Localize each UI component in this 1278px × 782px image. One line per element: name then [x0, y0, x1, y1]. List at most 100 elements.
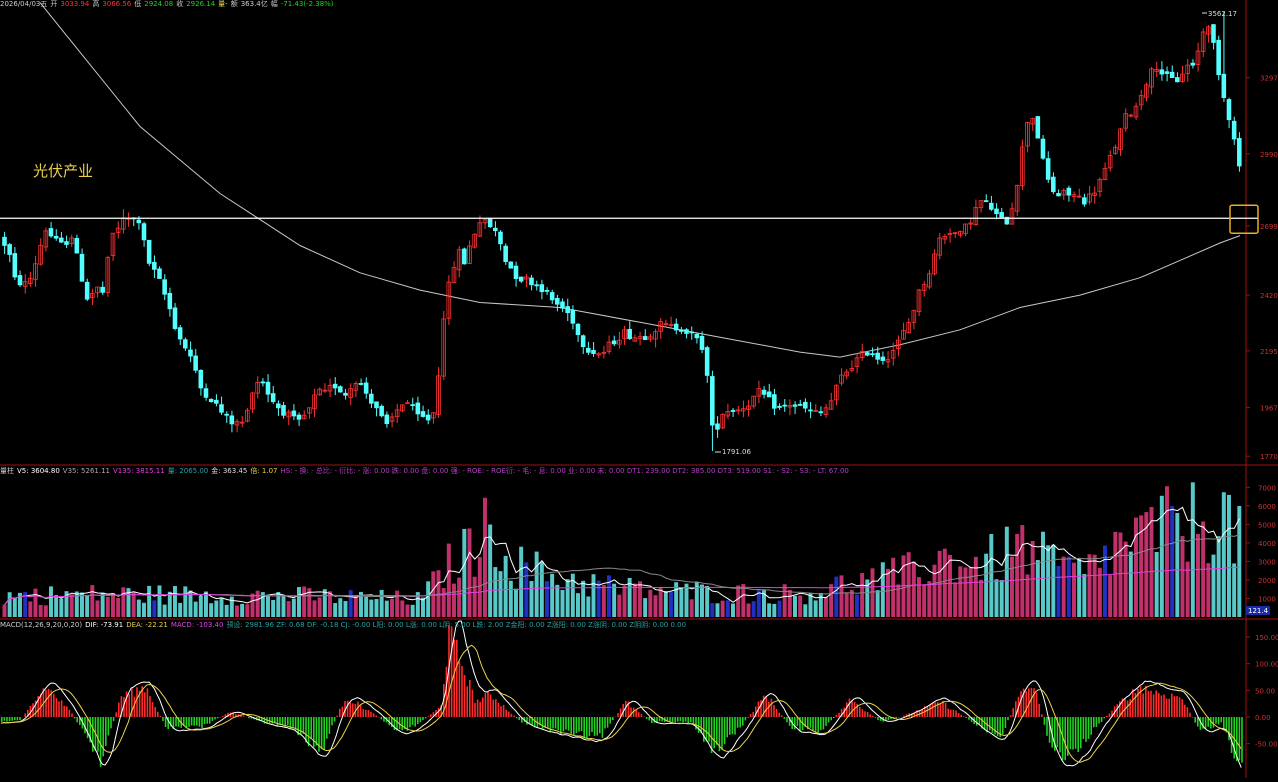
- volume-bar: [426, 581, 430, 617]
- candle-body: [716, 424, 720, 429]
- volume-bar: [220, 598, 224, 617]
- volume-bar: [168, 592, 172, 617]
- candle-body: [1067, 188, 1071, 195]
- volume-bar: [44, 605, 48, 617]
- macd-bar: [349, 702, 351, 717]
- volume-bar: [643, 598, 647, 617]
- macd-bar: [1194, 717, 1196, 723]
- macd-bar: [1223, 717, 1225, 729]
- macd-bar: [490, 694, 492, 717]
- volume-bar: [710, 603, 714, 617]
- candle-body: [1191, 63, 1195, 65]
- volume-tick-label: 6000: [1258, 503, 1276, 511]
- macd-bar: [547, 717, 549, 729]
- candle-body: [493, 228, 497, 230]
- price-line-handle[interactable]: [1230, 205, 1258, 233]
- volume-bar: [106, 597, 110, 617]
- candle-body: [1165, 72, 1169, 74]
- macd-bar: [968, 717, 970, 720]
- volume-bar: [705, 586, 709, 617]
- macd-indicator-name[interactable]: MACD(12,26,9,20,0,20): [0, 621, 82, 629]
- candle-body: [576, 324, 580, 334]
- macd-bar: [1148, 691, 1150, 717]
- volume-indicator-name[interactable]: 量柱: [0, 467, 14, 475]
- macd-bar: [586, 717, 588, 738]
- candle-body: [261, 382, 265, 383]
- macd-bar: [1176, 696, 1178, 717]
- macd-bar: [607, 717, 609, 728]
- volume-bar: [1072, 563, 1076, 617]
- macd-bar: [347, 701, 349, 717]
- macd-bar: [1103, 717, 1105, 718]
- macd-bar: [188, 717, 190, 727]
- volume-bar: [400, 600, 404, 617]
- macd-bar: [732, 717, 734, 734]
- macd-bar: [409, 717, 411, 727]
- volume-bar: [256, 591, 260, 617]
- macd-bar: [838, 713, 840, 717]
- volume-bar: [380, 590, 384, 617]
- macd-bar: [529, 717, 531, 724]
- volume-bar: [318, 597, 322, 617]
- volume-bar: [772, 604, 776, 617]
- macd-bar: [479, 702, 481, 717]
- volume-bar: [142, 603, 146, 617]
- macd-bar: [594, 717, 596, 736]
- macd-bar: [992, 717, 994, 733]
- volume-bar: [654, 595, 658, 617]
- macd-bar: [477, 700, 479, 717]
- volume-bar: [338, 598, 342, 617]
- macd-bar: [69, 710, 71, 717]
- macd-bar: [313, 717, 315, 748]
- volume-bar: [132, 592, 136, 617]
- volume-bar: [1103, 546, 1107, 617]
- macd-bar: [412, 717, 414, 725]
- volume-bar: [209, 603, 213, 617]
- volume-bar: [323, 589, 327, 617]
- macd-bar: [292, 717, 294, 728]
- amount-value: 363.4亿: [241, 0, 268, 8]
- volume-bar: [230, 597, 234, 617]
- macd-bar: [373, 713, 375, 717]
- macd-bar: [115, 712, 117, 717]
- high-value: 3066.56: [102, 0, 131, 8]
- volume-bar: [85, 595, 89, 617]
- macd-bar: [76, 717, 78, 722]
- candle-body: [586, 348, 590, 352]
- macd-bar: [401, 717, 403, 730]
- candle-body: [1036, 117, 1040, 139]
- volume-bars: [3, 482, 1242, 617]
- macd-bar: [963, 716, 965, 717]
- volume-bar: [757, 590, 761, 617]
- macd-bar: [825, 717, 827, 726]
- volume-bar: [1000, 580, 1004, 617]
- macd-bar: [503, 705, 505, 717]
- macd-bar: [750, 714, 752, 717]
- macd-bar: [1213, 717, 1215, 728]
- candle-body: [690, 332, 694, 333]
- macd-bar: [739, 717, 741, 728]
- macd-bar: [1088, 717, 1090, 739]
- volume-bar: [282, 596, 286, 617]
- price-tick-label: 2699: [1260, 223, 1278, 231]
- macd-bar: [56, 698, 58, 717]
- candle-body: [54, 236, 58, 238]
- macd-bar: [638, 712, 640, 717]
- volume-bar: [778, 601, 782, 617]
- macd-bar: [160, 716, 162, 717]
- volume-bar: [1170, 506, 1174, 617]
- volume-bar: [1196, 534, 1200, 617]
- volume-bar: [344, 601, 348, 617]
- candlesticks: [3, 12, 1242, 451]
- macd-bar: [323, 717, 325, 750]
- macd-bar: [1171, 693, 1173, 717]
- volume-bar: [953, 582, 957, 617]
- macd-bar: [563, 717, 565, 731]
- macd-bar: [336, 716, 338, 717]
- candle-body: [1175, 78, 1179, 82]
- volume-bar: [891, 558, 895, 617]
- volume-bar: [617, 595, 621, 617]
- volume-bar: [814, 600, 818, 617]
- volume-bar: [1237, 506, 1241, 617]
